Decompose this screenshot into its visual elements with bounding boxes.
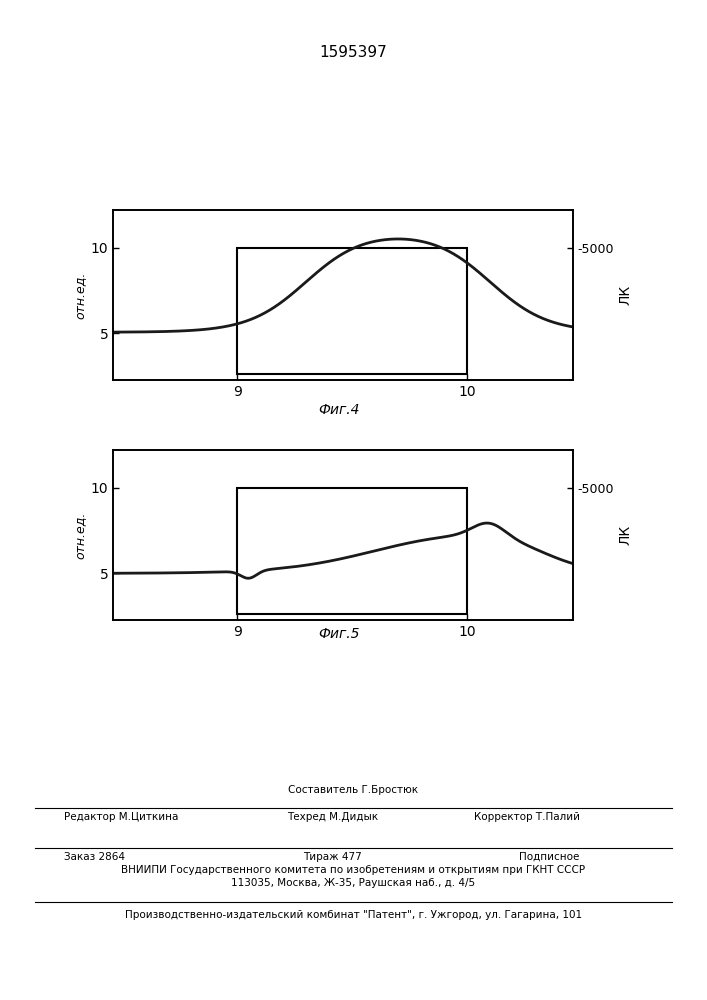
Text: 1595397: 1595397 xyxy=(320,45,387,60)
Text: Техред М.Дидык: Техред М.Дидык xyxy=(287,812,378,822)
Text: Подписное: Подписное xyxy=(520,852,580,862)
Text: 113035, Москва, Ж-35, Раушская наб., д. 4/5: 113035, Москва, Ж-35, Раушская наб., д. … xyxy=(231,878,476,888)
Text: Редактор М.Циткина: Редактор М.Циткина xyxy=(64,812,178,822)
Text: Составитель Г.Бростюк: Составитель Г.Бростюк xyxy=(288,785,419,795)
Bar xyxy=(238,248,467,374)
Y-axis label: ЛК: ЛК xyxy=(618,285,632,305)
Y-axis label: отн.ед.: отн.ед. xyxy=(74,271,86,319)
Text: Производственно-издательский комбинат "Патент", г. Ужгород, ул. Гагарина, 101: Производственно-издательский комбинат "П… xyxy=(125,910,582,920)
Text: Фиг.4: Фиг.4 xyxy=(319,403,360,417)
Y-axis label: ЛК: ЛК xyxy=(618,525,632,545)
Y-axis label: отн.ед.: отн.ед. xyxy=(74,511,86,559)
Text: Тираж 477: Тираж 477 xyxy=(303,852,362,862)
Bar xyxy=(238,488,467,614)
Text: Заказ 2864: Заказ 2864 xyxy=(64,852,124,862)
Text: ВНИИПИ Государственного комитета по изобретениям и открытиям при ГКНТ СССР: ВНИИПИ Государственного комитета по изоб… xyxy=(122,865,585,875)
Text: Фиг.5: Фиг.5 xyxy=(319,627,360,641)
Text: Корректор Т.Палий: Корректор Т.Палий xyxy=(474,812,580,822)
